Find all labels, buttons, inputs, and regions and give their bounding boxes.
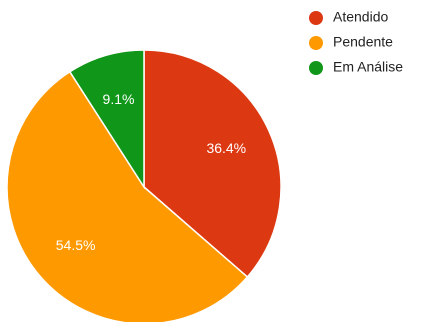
pie-slice-pendente [6, 70, 249, 322]
legend-marker [309, 11, 323, 25]
pie-slice-atendido [143, 49, 282, 279]
legend-marker [309, 36, 323, 50]
pie-slice-labels: 36.4% 54.5% 9.1% [56, 91, 246, 253]
slice-label: 36.4% [206, 140, 246, 156]
legend-label: Pendente [333, 34, 393, 50]
slice-label: 54.5% [56, 237, 96, 253]
legend: Atendido Pendente Em Análise [309, 9, 403, 75]
legend-label: Atendido [333, 9, 388, 25]
slice-label: 9.1% [103, 91, 135, 107]
pie-slice-em-an-lise [68, 49, 145, 190]
legend-marker [309, 61, 323, 75]
legend-label: Em Análise [333, 59, 403, 75]
pie-slices [6, 49, 282, 322]
